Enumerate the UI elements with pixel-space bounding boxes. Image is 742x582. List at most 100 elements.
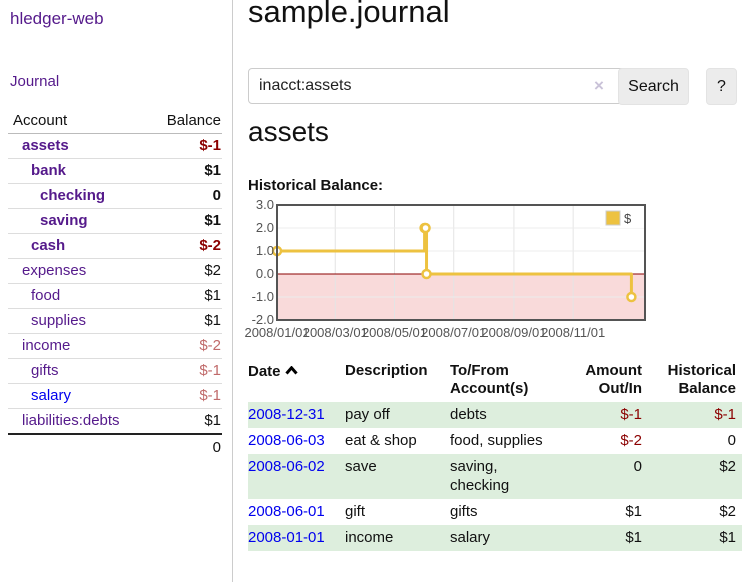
transaction-date-link[interactable]: 2008-01-01 xyxy=(248,529,325,546)
transaction-date-link[interactable]: 2008-12-31 xyxy=(248,406,325,423)
data-point xyxy=(421,268,432,280)
sidebar-account-row: assets $-1 xyxy=(8,134,222,159)
sidebar-account-row: saving $1 xyxy=(8,208,222,234)
sidebar-account-link[interactable]: cash xyxy=(31,237,66,254)
transaction-amount: $-1 xyxy=(620,406,642,423)
chart-title: Historical Balance: xyxy=(248,177,384,194)
transaction-description: eat & shop xyxy=(345,432,417,449)
transaction-description: gift xyxy=(345,503,366,520)
register-row: 2008-01-01 income salary $1 $1 xyxy=(248,525,742,551)
page-title: sample.journal xyxy=(248,0,450,29)
transaction-amount: $1 xyxy=(625,529,642,546)
search-input[interactable] xyxy=(248,68,636,104)
sidebar-account-row: expenses $2 xyxy=(8,258,222,284)
sort-ascending-icon xyxy=(284,362,298,380)
y-axis-tick-label: -1.0 xyxy=(252,289,274,304)
sidebar-account-balance: $2 xyxy=(115,258,222,284)
clear-search-icon[interactable]: × xyxy=(594,76,604,95)
sidebar-account-link[interactable]: assets xyxy=(22,137,69,154)
sidebar-account-balance: $-1 xyxy=(199,137,221,154)
sidebar-account-link[interactable]: income xyxy=(22,337,71,354)
sidebar-account-row: liabilities:debts $1 xyxy=(8,408,222,434)
transaction-balance: 0 xyxy=(727,432,736,449)
sidebar-account-link[interactable]: bank xyxy=(31,162,67,179)
x-axis-tick-label: 2008/11/01 xyxy=(541,325,605,340)
transaction-accounts: salary xyxy=(450,529,491,546)
sidebar-account-row: gifts $-1 xyxy=(8,358,222,384)
sidebar-account-link[interactable]: checking xyxy=(40,187,106,204)
legend-color-swatch xyxy=(605,210,621,226)
x-axis-tick-label: 2008/01/01 xyxy=(244,325,309,340)
transaction-description: pay off xyxy=(345,406,390,423)
register-row: 2008-06-02 save saving, checking 0 $2 xyxy=(248,454,742,499)
legend-label: $ xyxy=(624,211,632,226)
transaction-balance: $-1 xyxy=(714,406,736,423)
x-axis-tick-label: 2008/03/01 xyxy=(303,325,368,340)
sidebar-account-balance: $-1 xyxy=(115,383,222,409)
sidebar-account-row: checking 0 xyxy=(8,183,222,209)
accounts-total-row: 0 xyxy=(8,433,222,457)
main-content: sample.journal × Search ? assets Histori… xyxy=(244,0,742,582)
x-axis-tick-label: 2008/07/01 xyxy=(421,325,486,340)
transaction-amount: $-2 xyxy=(620,432,642,449)
register-row: 2008-12-31 pay off debts $-1 $-1 xyxy=(248,402,742,428)
balance-column-header: Balance xyxy=(115,109,222,134)
sidebar-account-link[interactable]: expenses xyxy=(22,262,87,279)
accounts-column-header: To/From Account(s) xyxy=(450,362,529,397)
sidebar-account-link[interactable]: liabilities:debts xyxy=(22,412,120,429)
sidebar-account-row: bank $1 xyxy=(8,158,222,184)
transaction-description: income xyxy=(345,529,394,546)
y-axis-tick-label: -2.0 xyxy=(252,312,274,327)
sidebar-account-balance: $-2 xyxy=(115,333,222,359)
sidebar-account-balance: $-2 xyxy=(115,233,222,259)
transaction-accounts: debts xyxy=(450,406,487,423)
data-point xyxy=(420,222,431,234)
search-button[interactable]: Search xyxy=(618,68,689,105)
sidebar-account-link[interactable]: food xyxy=(31,287,61,304)
transaction-accounts: saving, checking xyxy=(450,458,510,494)
x-axis-tick-label: 2008/05/01 xyxy=(362,325,427,340)
transaction-amount: 0 xyxy=(633,458,642,475)
transaction-balance: $2 xyxy=(719,458,736,475)
description-column-header: Description xyxy=(345,362,428,379)
register-row: 2008-06-01 gift gifts $1 $2 xyxy=(248,499,742,525)
sidebar-account-row: income $-2 xyxy=(8,333,222,359)
transaction-description: save xyxy=(345,458,377,475)
balance-column-header-register: Historical Balance xyxy=(667,362,736,397)
sidebar-account-balance: $1 xyxy=(115,283,222,309)
sidebar-account-link[interactable]: gifts xyxy=(31,362,59,379)
sidebar-account-link[interactable]: salary xyxy=(31,387,72,404)
sidebar-account-balance: $1 xyxy=(115,408,222,434)
historical-balance-chart: $3.0 2.0 1.0 0.0 -1.0 -2.0 2008/01/01 2008/03/0… xyxy=(244,197,668,345)
search-form: × Search ? xyxy=(248,68,742,106)
nav-journal-link[interactable]: Journal xyxy=(10,73,60,90)
transaction-accounts: food, supplies xyxy=(450,432,543,449)
transaction-date-link[interactable]: 2008-06-01 xyxy=(248,503,325,520)
sidebar-account-link[interactable]: saving xyxy=(40,212,88,229)
account-column-header: Account xyxy=(8,109,115,134)
y-axis-tick-label: 2.0 xyxy=(256,220,274,235)
sidebar-account-balance: $-1 xyxy=(115,358,222,384)
account-heading: assets xyxy=(248,116,329,147)
data-point xyxy=(626,291,637,303)
transaction-amount: $1 xyxy=(625,503,642,520)
transaction-date-link[interactable]: 2008-06-03 xyxy=(248,432,325,449)
brand-link[interactable]: hledger-web xyxy=(10,9,104,28)
sidebar-account-row: cash $-2 xyxy=(8,233,222,259)
date-column-header[interactable]: Date xyxy=(248,360,345,402)
transaction-accounts: gifts xyxy=(450,503,478,520)
sidebar-account-row: supplies $1 xyxy=(8,308,222,334)
sidebar-account-link[interactable]: supplies xyxy=(31,312,87,329)
transaction-balance: $1 xyxy=(719,529,736,546)
sidebar-account-balance: $1 xyxy=(115,308,222,334)
y-axis-tick-label: 3.0 xyxy=(256,197,274,212)
help-button[interactable]: ? xyxy=(706,68,737,105)
transaction-date-link[interactable]: 2008-06-02 xyxy=(248,458,325,475)
sidebar-account-balance: $1 xyxy=(115,208,222,234)
x-axis-tick-label: 2008/09/01 xyxy=(481,325,546,340)
sidebar-account-row: food $1 xyxy=(8,283,222,309)
y-axis-tick-label: 1.0 xyxy=(256,243,274,258)
sidebar-account-balance: $1 xyxy=(115,158,222,184)
y-axis-tick-label: 0.0 xyxy=(256,266,274,281)
amount-column-header: Amount Out/In xyxy=(585,362,642,397)
